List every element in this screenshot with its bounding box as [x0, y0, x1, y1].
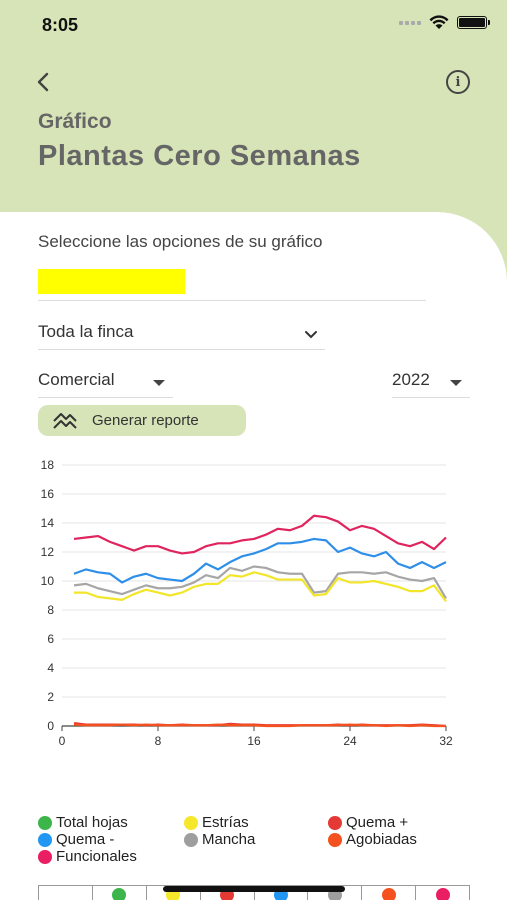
series-line-estr-as	[74, 571, 447, 602]
field-underline	[38, 300, 426, 301]
status-time: 8:05	[42, 15, 79, 35]
legend-item[interactable]: Mancha	[184, 831, 255, 848]
y-tick-label: 2	[47, 690, 54, 704]
year-select-value: 2022	[392, 370, 430, 389]
legend-item[interactable]: Quema +	[328, 814, 408, 831]
farm-select-value: Toda la finca	[38, 322, 134, 341]
legend-item[interactable]: Agobiadas	[328, 831, 417, 848]
chart-trend-icon	[53, 412, 77, 429]
legend-item[interactable]: Estrías	[184, 814, 249, 831]
farm-select[interactable]: Toda la finca	[38, 322, 325, 350]
table-header-cell	[39, 886, 93, 900]
series-line-mancha	[73, 565, 447, 599]
legend-label: Quema -	[56, 831, 115, 848]
table-header-cell	[362, 886, 417, 900]
legend-color-dot	[184, 815, 198, 830]
battery-icon	[457, 16, 490, 29]
page-title: Plantas Cero Semanas	[38, 140, 361, 172]
status-icons	[399, 15, 490, 30]
legend-label: Funcionales	[56, 848, 137, 865]
legend-color-dot	[38, 849, 52, 864]
dropdown-arrow-icon	[153, 380, 165, 386]
chevron-down-icon	[305, 331, 317, 339]
highlighted-field[interactable]	[38, 269, 185, 294]
info-icon: i	[455, 74, 461, 90]
y-tick-label: 10	[41, 574, 55, 588]
generate-report-button[interactable]: Generar reporte	[38, 405, 246, 436]
dropdown-arrow-icon	[450, 380, 462, 386]
y-tick-label: 14	[41, 516, 55, 530]
legend-item[interactable]: Total hojas	[38, 814, 128, 831]
series-color-dot	[435, 888, 450, 900]
signal-icon	[399, 20, 421, 25]
legend-label: Agobiadas	[346, 831, 417, 848]
home-indicator	[163, 886, 345, 892]
legend-label: Quema +	[346, 814, 409, 831]
legend-label: Mancha	[202, 831, 256, 848]
x-tick-label: 24	[343, 734, 357, 748]
table-header-cell	[416, 886, 469, 900]
series-line-quema-	[73, 537, 447, 584]
back-button[interactable]	[30, 68, 58, 96]
y-tick-label: 18	[41, 458, 55, 472]
series-color-dot	[381, 888, 396, 900]
page-subtitle: Gráfico	[38, 110, 112, 133]
y-tick-label: 8	[47, 603, 54, 617]
legend-item[interactable]: Funcionales	[38, 848, 137, 865]
legend-color-dot	[328, 832, 342, 847]
type-select[interactable]: Comercial	[38, 370, 173, 398]
wifi-icon	[429, 15, 449, 29]
generate-report-label: Generar reporte	[92, 412, 199, 429]
legend-label: Total hojas	[56, 814, 128, 831]
x-tick-label: 8	[155, 734, 162, 748]
legend-color-dot	[328, 815, 342, 830]
x-tick-label: 32	[439, 734, 453, 748]
legend-item[interactable]: Quema -	[38, 831, 114, 848]
x-tick-label: 0	[59, 734, 66, 748]
legend-color-dot	[38, 815, 52, 830]
y-tick-label: 16	[41, 487, 55, 501]
status-bar: 8:05	[0, 0, 507, 50]
chevron-left-icon	[37, 72, 49, 92]
instruction-text: Seleccione las opciones de su gráfico	[38, 232, 323, 251]
legend-color-dot	[184, 832, 198, 847]
series-line-funcionales	[73, 514, 447, 555]
y-tick-label: 4	[47, 661, 54, 675]
legend-color-dot	[38, 832, 52, 847]
legend-label: Estrías	[202, 814, 249, 831]
series-color-dot	[112, 888, 127, 900]
x-tick-label: 16	[247, 734, 261, 748]
y-tick-label: 6	[47, 632, 54, 646]
table-header-cell	[93, 886, 147, 900]
series-line-agobiadas	[73, 723, 446, 728]
content-sheet	[0, 212, 507, 900]
y-tick-label: 0	[47, 719, 54, 733]
info-button[interactable]: i	[446, 70, 470, 94]
y-tick-label: 12	[41, 545, 55, 559]
year-select[interactable]: 2022	[392, 370, 470, 398]
type-select-value: Comercial	[38, 370, 115, 389]
